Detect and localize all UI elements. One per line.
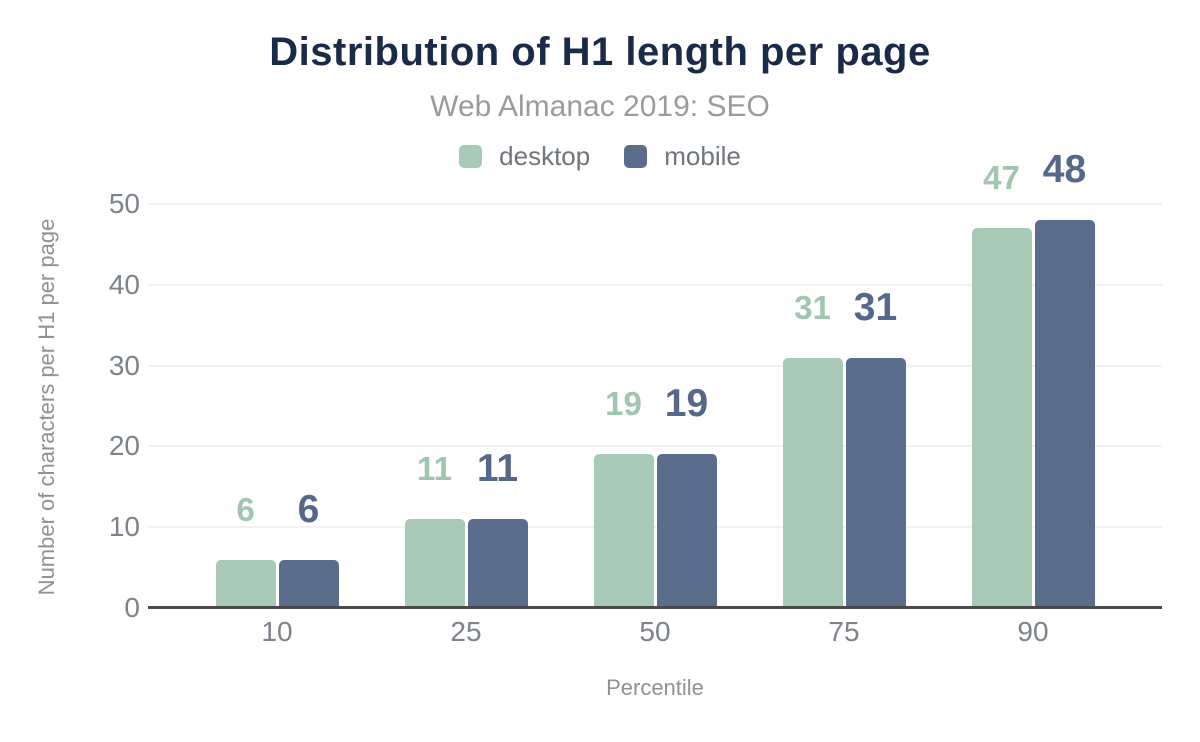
value-label-mobile-p50: 19 bbox=[664, 382, 709, 426]
bar-desktop-p25 bbox=[404, 519, 465, 608]
y-axis-title: Number of characters per H1 per page bbox=[34, 218, 59, 596]
chart-title: Distribution of H1 length per page bbox=[269, 30, 931, 74]
value-label-desktop-p25: 11 bbox=[417, 450, 452, 488]
x-tick-50: 50 bbox=[639, 616, 671, 647]
gridline-40 bbox=[148, 283, 1162, 286]
bar-mobile-p75 bbox=[845, 357, 906, 608]
gridline-30 bbox=[148, 364, 1162, 367]
legend-item-mobile: mobile bbox=[624, 141, 741, 172]
bar-mobile-p25 bbox=[467, 519, 528, 608]
value-label-desktop-p90: 47 bbox=[983, 159, 1020, 197]
legend-item-desktop: desktop bbox=[459, 141, 590, 172]
x-tick-25: 25 bbox=[450, 616, 482, 647]
y-tick-40: 40 bbox=[108, 268, 140, 300]
bar-desktop-p90 bbox=[971, 228, 1032, 608]
chart-subtitle: Web Almanac 2019: SEO bbox=[430, 90, 770, 123]
legend-swatch-desktop bbox=[459, 145, 483, 168]
gridline-50 bbox=[148, 203, 1162, 205]
bar-mobile-p90 bbox=[1034, 220, 1095, 608]
y-tick-10: 10 bbox=[108, 511, 140, 543]
y-tick-20: 20 bbox=[108, 430, 140, 462]
value-label-desktop-p10: 6 bbox=[236, 490, 255, 528]
bar-desktop-p10 bbox=[215, 559, 276, 608]
bar-desktop-p75 bbox=[782, 357, 843, 608]
x-axis-line bbox=[148, 606, 1162, 609]
legend: desktop mobile bbox=[0, 141, 1200, 172]
y-tick-50: 50 bbox=[108, 188, 140, 219]
bar-mobile-p10 bbox=[278, 559, 339, 608]
gridline-10 bbox=[148, 526, 1162, 529]
x-tick-75: 75 bbox=[828, 616, 860, 647]
x-tick-90: 90 bbox=[1017, 616, 1049, 647]
value-label-mobile-p10: 6 bbox=[297, 487, 320, 531]
legend-swatch-mobile bbox=[624, 145, 648, 168]
x-axis-title: Percentile bbox=[606, 675, 704, 700]
y-tick-0: 0 bbox=[124, 592, 140, 623]
value-label-desktop-p50: 19 bbox=[605, 385, 642, 423]
legend-label-mobile: mobile bbox=[664, 141, 741, 171]
legend-label-desktop: desktop bbox=[499, 141, 591, 171]
y-tick-30: 30 bbox=[108, 349, 140, 381]
value-label-mobile-p90: 48 bbox=[1042, 148, 1087, 192]
value-label-mobile-p75: 31 bbox=[853, 285, 898, 329]
bar-mobile-p50 bbox=[656, 454, 717, 608]
x-tick-10: 10 bbox=[261, 616, 293, 647]
bar-desktop-p50 bbox=[593, 454, 654, 608]
value-label-mobile-p25: 11 bbox=[476, 447, 519, 491]
value-label-desktop-p75: 31 bbox=[794, 288, 831, 326]
gridline-20 bbox=[148, 445, 1162, 448]
